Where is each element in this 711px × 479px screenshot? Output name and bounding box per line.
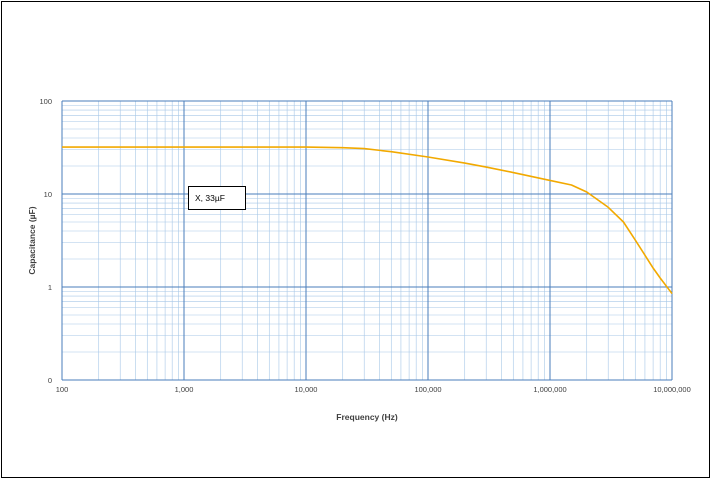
y-tick-label: 100 <box>39 97 52 106</box>
series-layer <box>62 146 673 295</box>
x-tick-label: 100,000 <box>414 385 441 394</box>
x-tick-labels: 100 1,000 10,000 100,000 1,000,000 10,000,000 <box>56 385 691 394</box>
major-gridlines <box>61 100 673 381</box>
y-tick-label: 10 <box>44 190 52 199</box>
x-tick-label: 1,000,000 <box>533 385 566 394</box>
minor-gridlines <box>62 101 672 380</box>
series-annotation-label: X, 33µF <box>188 186 246 210</box>
y-tick-label: 0 <box>48 376 52 385</box>
y-tick-label: 1 <box>48 283 52 292</box>
annotation-text: X, 33µF <box>195 193 225 203</box>
y-axis-title: Capacitance (µF) <box>27 206 37 274</box>
capacitance-series-line <box>62 146 673 295</box>
x-tick-label: 10,000 <box>295 385 318 394</box>
x-axis-title: Frequency (Hz) <box>336 412 398 422</box>
x-tick-label: 100 <box>56 385 69 394</box>
x-tick-label: 10,000,000 <box>653 385 691 394</box>
x-tick-label: 1,000 <box>175 385 194 394</box>
